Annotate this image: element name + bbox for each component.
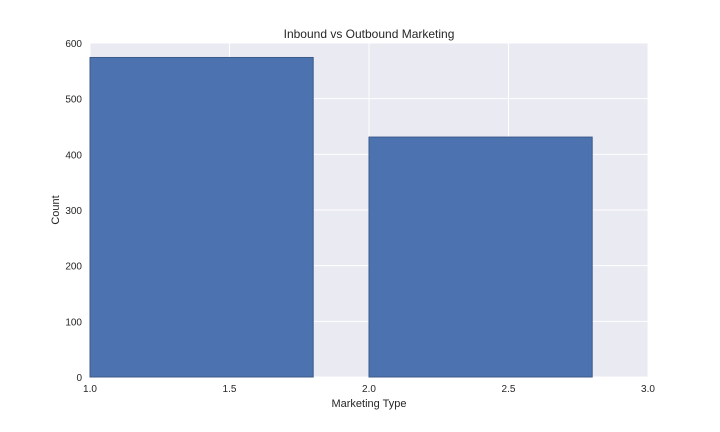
y-tick-label: 200 [65, 262, 82, 273]
x-tick-label: 2.5 [502, 384, 516, 395]
bars-group [89, 56, 593, 378]
y-tick-label: 0 [76, 373, 82, 384]
y-tick-label: 600 [65, 39, 82, 50]
bar-1 [89, 56, 314, 378]
x-axis-label: Marketing Type [331, 398, 406, 410]
y-tick-label: 100 [65, 317, 82, 328]
x-tick-label: 3.0 [641, 384, 655, 395]
y-tick-labels: 0 100 200 300 400 500 600 [65, 39, 82, 384]
y-axis-label: Count [50, 195, 62, 224]
y-tick-label: 500 [65, 95, 82, 106]
y-tick-label: 400 [65, 150, 82, 161]
chart-title: Inbound vs Outbound Marketing [284, 27, 455, 41]
bar-2 [368, 136, 593, 378]
x-tick-label: 2.0 [362, 384, 376, 395]
y-tick-label: 300 [65, 206, 82, 217]
x-tick-label: 1.5 [223, 384, 237, 395]
x-tick-label: 1.0 [83, 384, 97, 395]
x-tick-labels: 1.0 1.5 2.0 2.5 3.0 [83, 384, 655, 395]
